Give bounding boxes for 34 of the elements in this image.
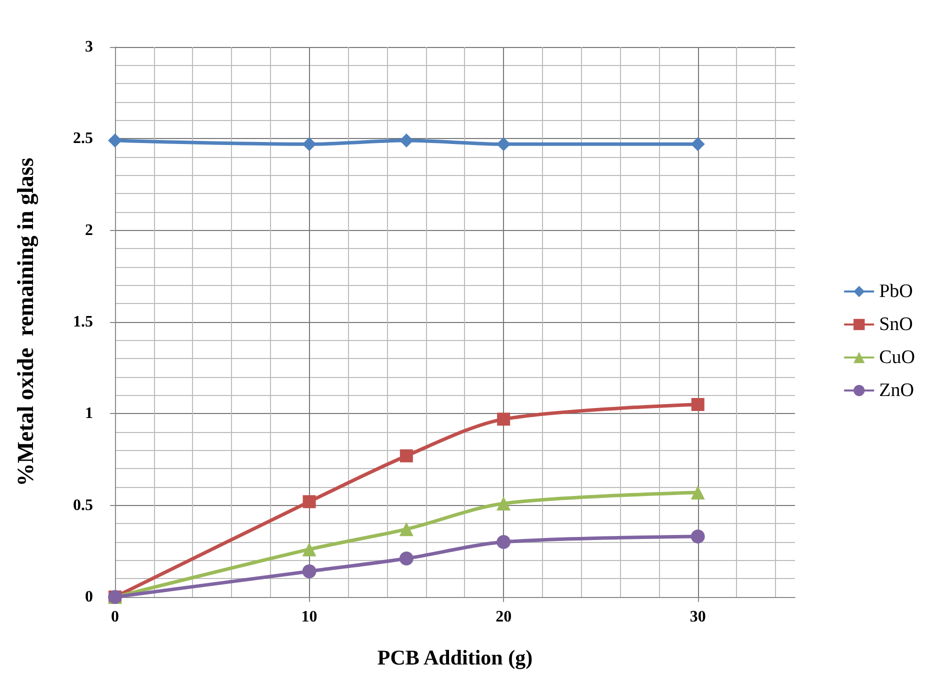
- legend-label: ZnO: [879, 380, 914, 401]
- y-axis-title: %Metal oxide remaining in glass: [13, 158, 39, 486]
- legend-label: PbO: [879, 281, 913, 302]
- point: [690, 486, 705, 500]
- point: [399, 522, 414, 536]
- y-tick-label: 2.5: [73, 130, 93, 148]
- legend-label: CuO: [879, 347, 916, 368]
- point: [400, 449, 413, 462]
- x-tick-label: 30: [690, 608, 706, 626]
- point: [399, 134, 414, 148]
- x-tick-label: 10: [301, 608, 318, 626]
- y-tick-label: 1.5: [73, 314, 93, 330]
- y-tick-label: 0.5: [73, 496, 93, 514]
- point: [496, 496, 511, 510]
- x-tick-label: 20: [496, 608, 512, 626]
- point: [302, 137, 316, 152]
- point: [496, 535, 511, 549]
- point: [690, 137, 705, 152]
- y-tick-label: 0: [85, 588, 93, 606]
- point: [302, 564, 316, 578]
- y-tick-label: 1: [85, 405, 93, 422]
- point: [108, 134, 122, 148]
- legend-label: SnO: [879, 314, 913, 335]
- point: [691, 398, 704, 411]
- point: [497, 412, 510, 426]
- y-tick-label: 3: [85, 38, 93, 56]
- point: [302, 495, 316, 508]
- y-tick-label: 2: [85, 222, 93, 239]
- x-axis-title: PCB Addition (g): [377, 646, 533, 670]
- point: [399, 552, 414, 566]
- x-tick-label: 0: [111, 608, 119, 626]
- point: [302, 542, 316, 556]
- point: [690, 530, 705, 544]
- point: [496, 137, 511, 152]
